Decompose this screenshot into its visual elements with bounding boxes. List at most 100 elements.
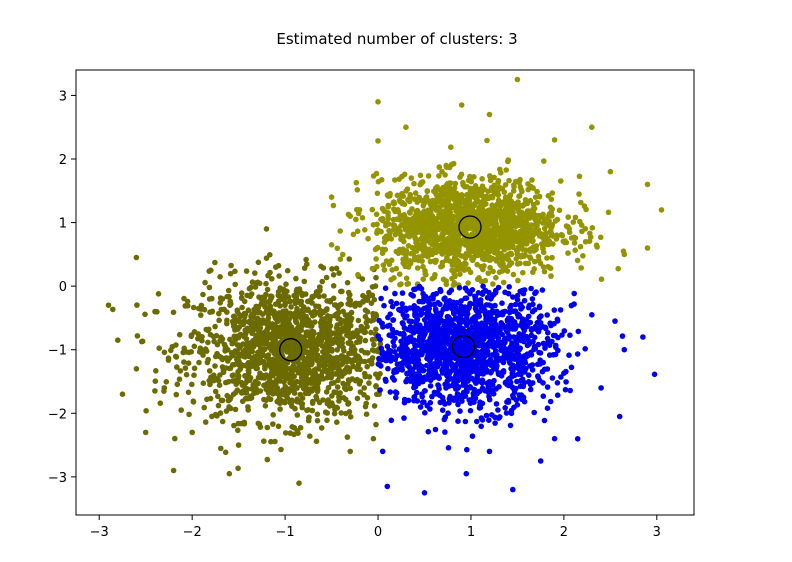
cluster-3-point xyxy=(447,329,453,335)
cluster-1-point xyxy=(189,381,195,388)
cluster-1-point xyxy=(207,331,214,338)
cluster-2-point xyxy=(431,234,438,241)
cluster-2-point xyxy=(497,208,504,214)
cluster-1-point xyxy=(305,415,312,421)
cluster-2-point xyxy=(578,265,584,271)
cluster-1-point xyxy=(269,381,276,388)
cluster-3-point xyxy=(488,362,494,368)
cluster-1-point xyxy=(307,359,313,366)
cluster-2-point xyxy=(551,137,558,143)
cluster-1-point xyxy=(155,291,162,297)
cluster-3-point xyxy=(549,375,556,381)
cluster-1-point xyxy=(297,333,304,340)
cluster-2-point xyxy=(504,220,511,227)
cluster-1-point xyxy=(232,406,239,413)
cluster-2-point xyxy=(445,229,451,236)
cluster-1-point xyxy=(330,272,337,278)
cluster-3-point xyxy=(416,326,423,333)
cluster-1-point xyxy=(373,421,379,428)
cluster-3-point xyxy=(387,348,394,354)
cluster-3-point xyxy=(490,339,496,345)
cluster-2-point xyxy=(589,124,595,130)
cluster-2-point xyxy=(500,279,507,286)
cluster-2-point xyxy=(486,111,493,118)
cluster-2-point xyxy=(521,201,528,207)
cluster-1-point xyxy=(249,330,255,337)
cluster-2-point xyxy=(328,194,335,200)
cluster-3-point xyxy=(416,365,423,371)
cluster-3-point xyxy=(378,320,385,327)
cluster-3-point xyxy=(441,330,448,337)
cluster-1-point xyxy=(231,322,238,329)
cluster-3-point xyxy=(496,384,502,390)
cluster-2-point xyxy=(516,179,522,186)
cluster-2-point xyxy=(403,124,409,130)
y-tick-label: −2 xyxy=(48,407,67,422)
cluster-1-point xyxy=(207,309,213,316)
cluster-3-point xyxy=(474,418,480,425)
cluster-2-point xyxy=(479,255,486,262)
cluster-3-point xyxy=(396,366,403,373)
cluster-3-point xyxy=(401,399,408,406)
cluster-1-point xyxy=(289,387,295,394)
cluster-2-point xyxy=(534,222,540,229)
cluster-2-point xyxy=(466,196,473,202)
cluster-2-point xyxy=(436,164,443,170)
y-tick-label: 0 xyxy=(59,280,67,295)
cluster-2-point xyxy=(556,207,563,214)
cluster-3-point xyxy=(425,372,432,378)
cluster-2-point xyxy=(375,138,381,144)
cluster-2-point xyxy=(467,173,473,180)
cluster-2-point xyxy=(572,247,578,253)
cluster-1-point xyxy=(277,400,283,407)
cluster-3-point xyxy=(377,387,383,393)
cluster-2-point xyxy=(379,250,386,256)
cluster-3-point xyxy=(496,325,503,331)
cluster-1-point xyxy=(217,300,223,306)
cluster-1-point xyxy=(287,298,294,305)
cluster-3-point xyxy=(460,382,467,388)
cluster-2-point xyxy=(403,275,410,282)
cluster-3-point xyxy=(484,325,490,331)
cluster-1-point xyxy=(294,286,300,293)
cluster-1-point xyxy=(246,285,253,292)
cluster-3-point xyxy=(554,316,561,323)
cluster-3-point xyxy=(521,379,528,386)
cluster-1-point xyxy=(235,369,241,375)
cluster-1-point xyxy=(133,254,140,261)
cluster-2-point xyxy=(484,137,490,144)
cluster-1-point xyxy=(243,336,250,342)
cluster-1-point xyxy=(288,304,294,310)
cluster-2-point xyxy=(504,256,510,262)
cluster-1-point xyxy=(278,446,284,453)
cluster-2-point xyxy=(503,167,510,173)
cluster-1-point xyxy=(262,403,269,409)
cluster-1-point xyxy=(205,339,211,346)
cluster-1-point xyxy=(234,307,241,314)
cluster-3-point xyxy=(469,287,476,293)
cluster-1-point xyxy=(345,326,352,333)
cluster-1-point xyxy=(243,268,250,274)
cluster-1-point xyxy=(276,310,283,316)
cluster-3-point xyxy=(537,458,544,464)
cluster-2-point xyxy=(484,195,490,202)
cluster-2-point xyxy=(494,245,500,251)
cluster-3-point xyxy=(404,339,411,346)
cluster-1-point xyxy=(360,292,366,299)
cluster-2-point xyxy=(399,190,405,197)
cluster-2-point xyxy=(450,237,457,243)
cluster-2-point xyxy=(469,207,476,214)
cluster-2-point xyxy=(476,191,482,198)
cluster-3-point xyxy=(482,353,488,360)
cluster-2-point xyxy=(479,231,486,238)
cluster-3-point xyxy=(498,320,505,326)
cluster-2-point xyxy=(480,266,486,273)
cluster-3-point xyxy=(507,309,513,316)
cluster-3-point xyxy=(432,426,439,433)
cluster-1-point xyxy=(294,398,301,405)
cluster-1-point xyxy=(246,377,253,384)
cluster-1-point xyxy=(324,367,331,374)
cluster-2-point xyxy=(424,212,431,219)
cluster-3-point xyxy=(519,368,525,374)
cluster-center-1 xyxy=(279,338,303,362)
